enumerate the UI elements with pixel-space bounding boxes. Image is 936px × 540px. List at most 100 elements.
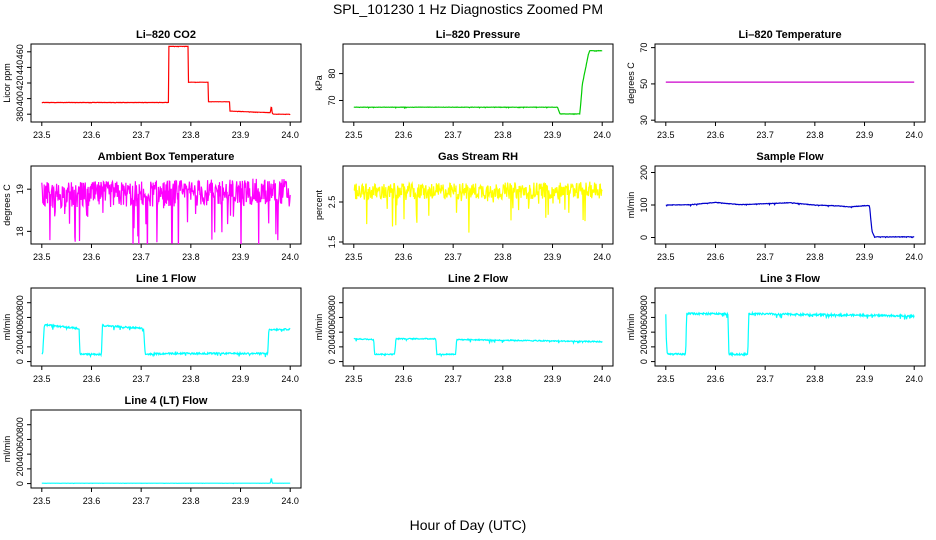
y-tick-label: 460 xyxy=(15,44,25,59)
y-axis-label: degrees C xyxy=(2,184,12,226)
x-tick-label: 23.7 xyxy=(756,374,774,384)
x-tick-label: 23.5 xyxy=(657,374,675,384)
series-line xyxy=(41,478,291,485)
panel-title: Li–820 Temperature xyxy=(738,29,841,41)
x-tick-label: 23.7 xyxy=(132,252,150,262)
x-tick-label: 24.0 xyxy=(905,252,923,262)
y-tick-label: 800 xyxy=(15,417,25,432)
x-tick-label: 23.7 xyxy=(756,130,774,140)
x-tick-label: 24.0 xyxy=(593,252,611,262)
x-tick-label: 23.8 xyxy=(806,252,824,262)
panel-title: Gas Stream RH xyxy=(438,151,518,163)
panel-title: Ambient Box Temperature xyxy=(98,151,235,163)
x-tick-label: 23.7 xyxy=(756,252,774,262)
y-tick-label: 200 xyxy=(639,339,649,354)
y-axis-label: ml/min xyxy=(314,314,324,341)
y-tick-label: 400 xyxy=(15,325,25,340)
plot-frame xyxy=(30,409,302,489)
x-tick-label: 23.9 xyxy=(232,252,250,262)
x-tick-label: 23.6 xyxy=(83,374,101,384)
plot-frame xyxy=(30,287,302,367)
x-tick-label: 23.6 xyxy=(83,252,101,262)
y-tick-label: 30 xyxy=(639,115,649,125)
x-tick-label: 24.0 xyxy=(281,374,299,384)
panel-title: Line 2 Flow xyxy=(448,273,508,285)
y-tick-label: 600 xyxy=(327,310,337,325)
panel-title: Li–820 Pressure xyxy=(436,29,520,41)
x-tick-label: 24.0 xyxy=(281,496,299,506)
x-tick-label: 24.0 xyxy=(593,374,611,384)
y-tick-label: 600 xyxy=(15,310,25,325)
panel-title: Line 3 Flow xyxy=(760,273,820,285)
y-tick-label: 200 xyxy=(15,461,25,476)
y-tick-label: 18 xyxy=(15,226,25,236)
x-tick-label: 24.0 xyxy=(281,252,299,262)
panel-title: Line 4 (LT) Flow xyxy=(125,395,208,407)
y-tick-label: 1.5 xyxy=(327,236,337,249)
x-tick-label: 23.8 xyxy=(182,374,200,384)
series-line xyxy=(665,310,915,358)
x-tick-label: 23.8 xyxy=(494,252,512,262)
y-tick-label: 400 xyxy=(327,325,337,340)
x-axis-title: Hour of Day (UTC) xyxy=(409,517,527,533)
x-tick-label: 23.5 xyxy=(33,374,51,384)
y-axis-label: degrees C xyxy=(626,62,636,104)
x-tick-label: 23.6 xyxy=(395,374,413,384)
y-tick-label: 19 xyxy=(15,184,25,194)
x-tick-label: 23.8 xyxy=(182,252,200,262)
panel-10: Line 4 (LT) Flow ml/min 23.5 23.6 23.7 23.8 23… xyxy=(2,395,302,506)
x-tick-label: 23.9 xyxy=(544,374,562,384)
x-tick-label: 23.7 xyxy=(132,496,150,506)
x-tick-label: 23.9 xyxy=(856,130,874,140)
panel-7: Line 1 Flow ml/min 23.5 23.6 23.7 23.8 23.9 24.… xyxy=(2,273,302,384)
y-tick-label: 0 xyxy=(639,235,649,240)
x-tick-label: 23.9 xyxy=(232,130,250,140)
panel-3: Li–820 Temperature degrees C 23.5 23.6 23.7 2… xyxy=(626,29,926,140)
x-tick-label: 23.5 xyxy=(345,374,363,384)
x-tick-label: 23.5 xyxy=(33,496,51,506)
panel-8: Line 2 Flow ml/min 23.5 23.6 23.7 23.8 23.9 24.… xyxy=(314,273,614,384)
x-tick-label: 23.6 xyxy=(707,252,725,262)
x-tick-label: 23.8 xyxy=(182,130,200,140)
y-tick-label: 80 xyxy=(327,69,337,79)
x-tick-label: 23.6 xyxy=(395,130,413,140)
y-axis-label: percent xyxy=(314,189,324,220)
x-tick-label: 23.7 xyxy=(132,374,150,384)
y-axis-label: ml/min xyxy=(2,314,12,341)
y-tick-label: 600 xyxy=(15,432,25,447)
x-tick-label: 23.6 xyxy=(707,374,725,384)
panel-title: Li–820 CO2 xyxy=(136,29,196,41)
x-tick-label: 23.6 xyxy=(707,130,725,140)
plot-frame xyxy=(342,43,614,123)
y-tick-label: 400 xyxy=(15,91,25,106)
x-tick-label: 23.9 xyxy=(232,496,250,506)
y-tick-label: 420 xyxy=(15,75,25,90)
x-tick-label: 23.7 xyxy=(444,374,462,384)
plot-frame xyxy=(342,287,614,367)
y-axis-label: kPa xyxy=(314,75,324,91)
y-tick-label: 200 xyxy=(639,165,649,180)
panel-5: Gas Stream RH percent 23.5 23.6 23.7 23.8 23.9… xyxy=(314,151,614,262)
panel-title: Line 1 Flow xyxy=(136,273,196,285)
x-tick-label: 23.6 xyxy=(83,496,101,506)
y-tick-label: 0 xyxy=(15,359,25,364)
y-axis-label: Licor ppm xyxy=(2,63,12,103)
x-tick-label: 23.6 xyxy=(395,252,413,262)
x-tick-label: 23.5 xyxy=(657,252,675,262)
plot-frame xyxy=(654,43,926,123)
series-line xyxy=(41,322,291,359)
y-axis-label: ml/min xyxy=(626,314,636,341)
y-tick-label: 400 xyxy=(639,325,649,340)
series-line xyxy=(41,45,291,116)
y-tick-label: 2.5 xyxy=(327,196,337,209)
y-tick-label: 200 xyxy=(15,339,25,354)
plot-frame xyxy=(30,165,302,245)
panel-1: Li–820 CO2 Licor ppm 23.5 23.6 23.7 23.8 23.9 2… xyxy=(2,29,302,140)
series-line xyxy=(665,201,915,239)
plot-frame xyxy=(654,165,926,245)
series-line xyxy=(353,180,603,233)
x-tick-label: 24.0 xyxy=(905,374,923,384)
y-tick-label: 70 xyxy=(327,95,337,105)
x-tick-label: 23.8 xyxy=(494,374,512,384)
